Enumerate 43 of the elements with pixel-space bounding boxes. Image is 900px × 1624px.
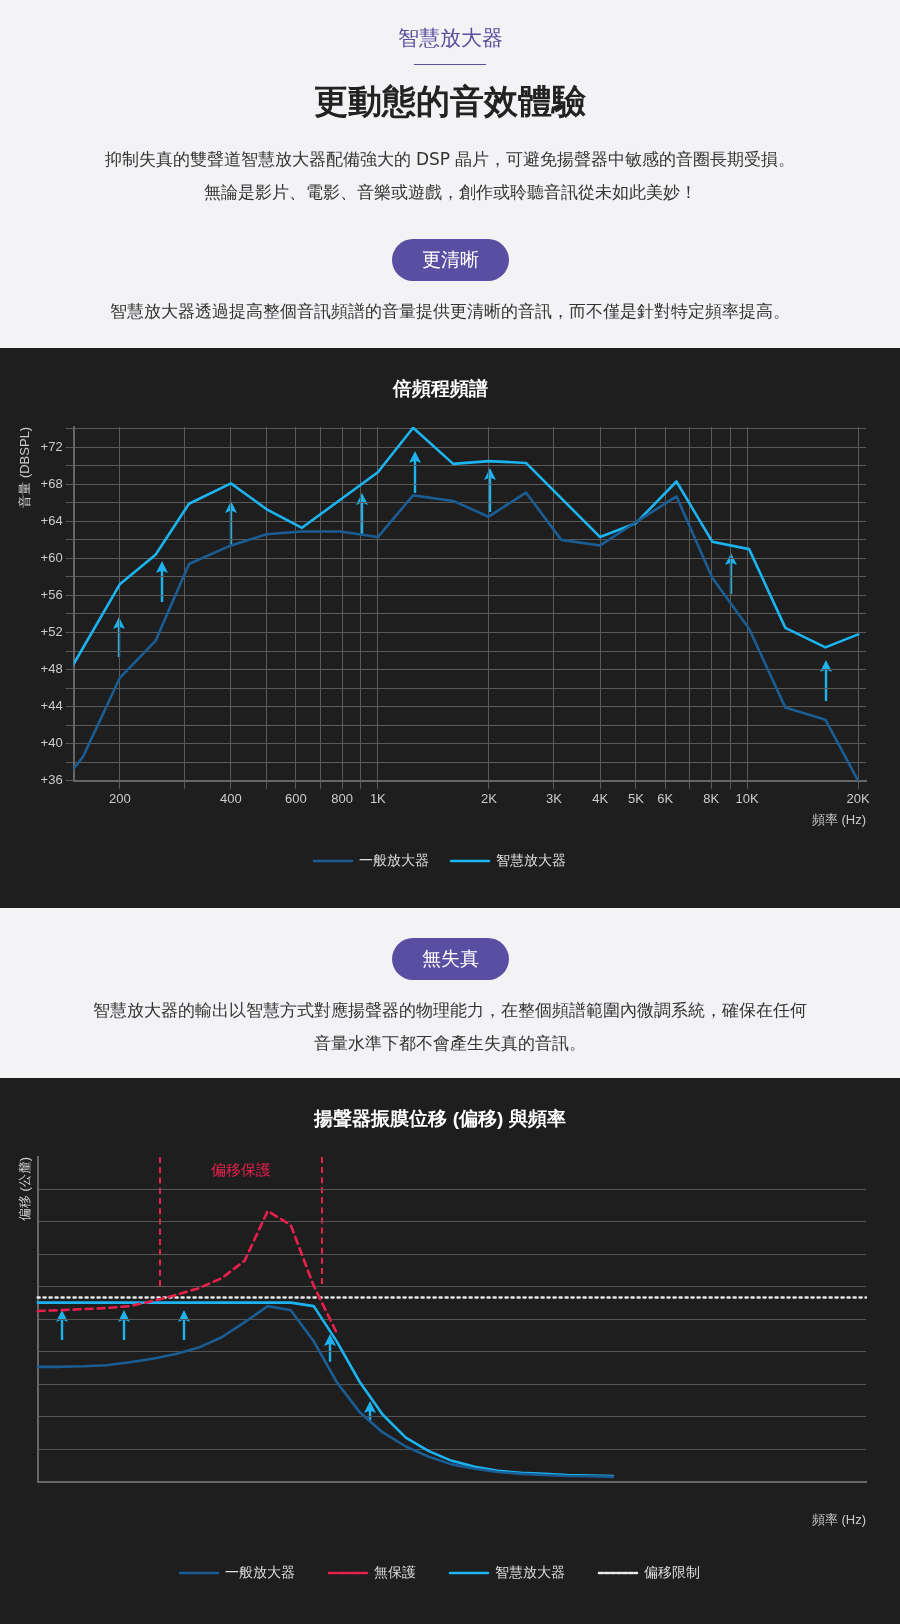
x-tick-label: 8K	[703, 791, 720, 807]
text: 抑制失真的雙聲道智慧放大器配備強大的 DSP 晶片，可避免揚聲器中敏感的音圈長期受損。無論是影片、電影、音樂或遊戲，創作或聆聽音訊從未如此美妙！	[103, 148, 797, 204]
y-tick-label: +40	[40, 735, 63, 751]
text: 智慧放大器的輸出以智慧方式對應揚聲器的物理能力，在整個頻譜範圍內微調系統，確保在任何音量水準下都不會產生失真的音訊。	[92, 999, 808, 1055]
x-tick-label: 600	[285, 791, 307, 807]
legend-label: 無保護	[374, 1563, 416, 1580]
y-tick-label: +60	[40, 549, 63, 565]
y-tick-label: +72	[40, 438, 63, 454]
y-tick-label: +64	[40, 512, 63, 528]
y-tick-label: +48	[40, 661, 63, 677]
x-tick-label: 1K	[369, 791, 387, 807]
x-axis-title: 頻率 (Hz)	[811, 1511, 866, 1527]
x-tick-label: 6K	[657, 791, 674, 807]
legend-label: 一般放大器	[225, 1563, 295, 1580]
x-tick-label: 10K	[735, 791, 759, 807]
text: 智慧放大器	[397, 25, 503, 52]
legend-label: 智慧放大器	[495, 1563, 565, 1580]
legend-label: 偏移限制	[644, 1563, 700, 1580]
text: 智慧放大器透過提高整個音訊頻譜的音量提供更清晰的音訊，而不僅是針對特定頻率提高。	[109, 300, 791, 323]
text: 更清晰	[391, 239, 509, 281]
legend-label: 智慧放大器	[496, 851, 566, 868]
x-tick-label: 800	[331, 791, 353, 807]
y-tick-label: +68	[40, 475, 63, 491]
text: 更動態的音效體驗	[313, 80, 587, 123]
x-tick-label: 400	[220, 791, 242, 807]
y-tick-label: +56	[40, 587, 63, 603]
text: 偏移保護	[209, 1160, 272, 1180]
y-tick-label: +36	[40, 772, 63, 788]
chart-title: 倍頻程頻譜	[391, 377, 488, 399]
x-tick-label: 5K	[627, 791, 645, 807]
y-axis-title: 偏移 (公釐)	[17, 1156, 33, 1222]
x-tick-label: 3K	[546, 791, 563, 807]
x-tick-label: 4K	[592, 791, 609, 807]
y-tick-label: +44	[40, 698, 63, 714]
x-tick-label: 200	[108, 791, 131, 807]
text: 無失真	[391, 938, 509, 980]
y-axis-title: 音量 (DBSPL)	[17, 426, 33, 508]
legend-label: 一般放大器	[359, 851, 429, 868]
y-tick-label: +52	[40, 624, 63, 640]
x-tick-label: 2K	[481, 791, 498, 807]
x-axis-title: 頻率 (Hz)	[811, 811, 866, 827]
x-tick-label: 20K	[846, 791, 871, 807]
chart-title: 揚聲器振膜位移 (偏移) 與頻率	[313, 1107, 566, 1129]
